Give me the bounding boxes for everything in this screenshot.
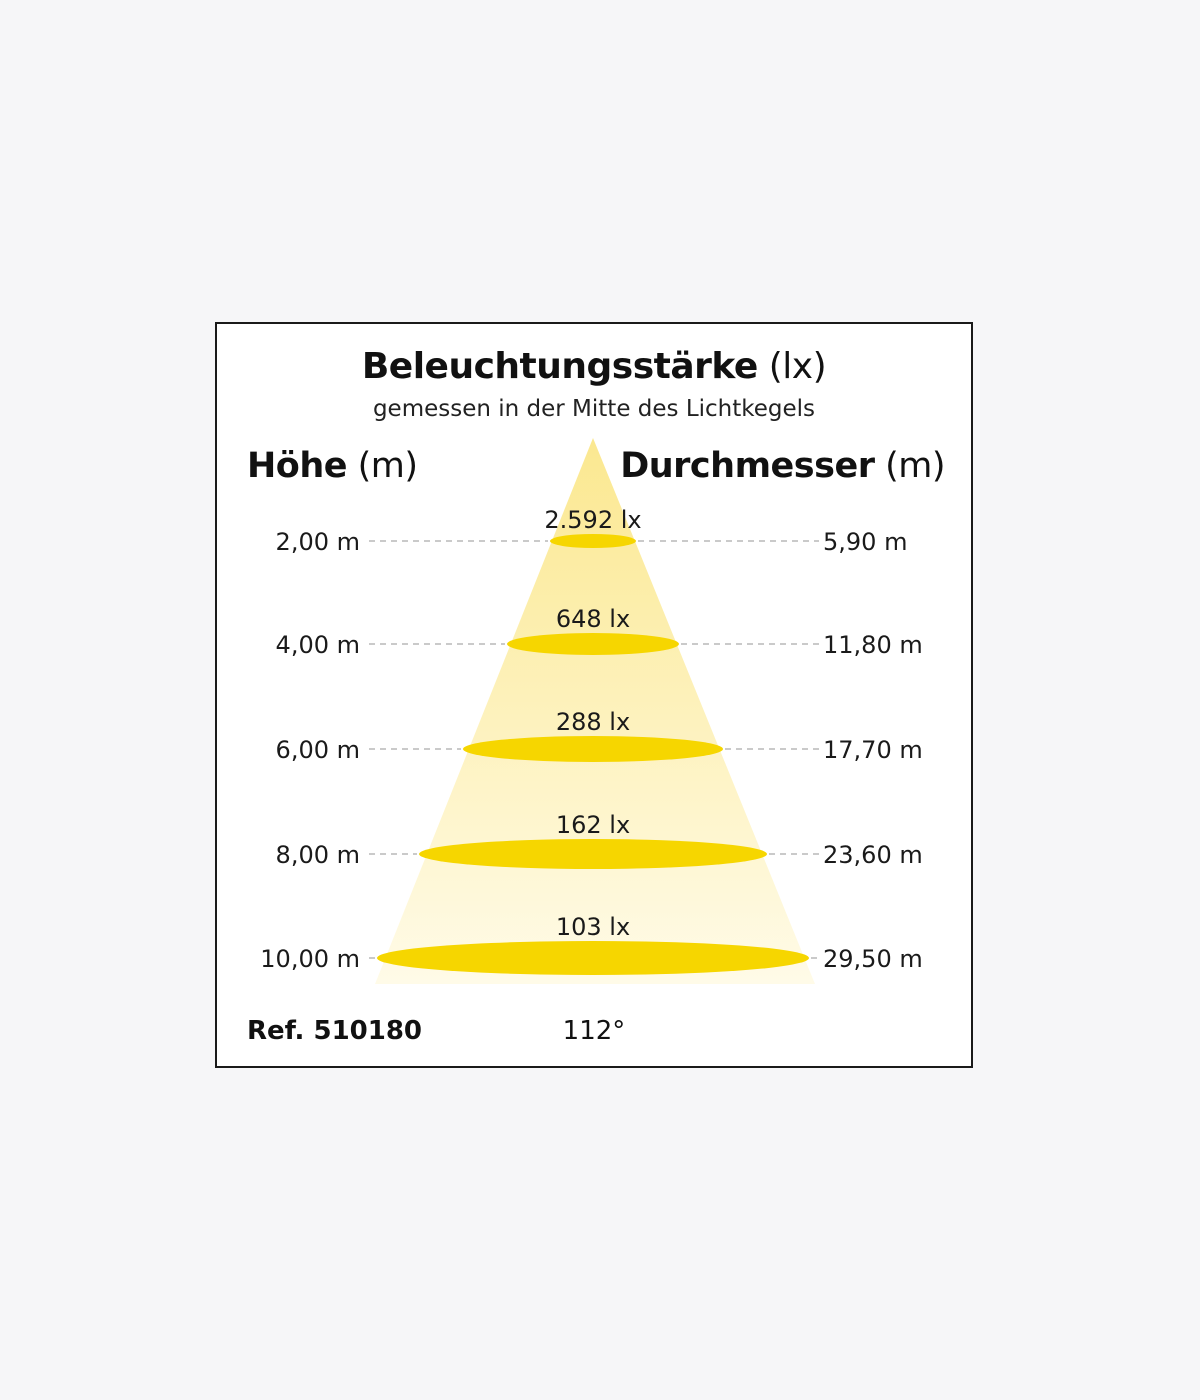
level-row: 288 lx 6,00 m 17,70 m xyxy=(276,708,923,764)
diameter-header-label: Durchmesser xyxy=(620,446,875,486)
diameter-label: 23,60 m xyxy=(823,841,923,869)
level-row: 648 lx 4,00 m 11,80 m xyxy=(276,605,923,659)
lux-label: 648 lx xyxy=(556,605,630,633)
lux-label: 288 lx xyxy=(556,708,630,736)
diameter-label: 29,50 m xyxy=(823,945,923,973)
height-label: 10,00 m xyxy=(260,945,360,973)
diameter-header-unit: (m) xyxy=(885,446,945,486)
height-header-unit: (m) xyxy=(357,446,418,486)
level-row: 103 lx 10,00 m 29,50 m xyxy=(260,913,923,975)
lux-label: 162 lx xyxy=(556,811,630,839)
chart-title: Beleuchtungsstärke (lx) xyxy=(217,346,971,387)
diameter-label: 5,90 m xyxy=(823,528,907,556)
light-ellipse xyxy=(419,839,767,869)
beam-angle: 112° xyxy=(562,1016,626,1046)
levels-group: 2.592 lx 2,00 m 5,90 m 648 lx 4,00 m 11,80 m 2… xyxy=(260,506,923,975)
lux-label: 2.592 lx xyxy=(544,506,641,534)
height-label: 2,00 m xyxy=(276,528,360,556)
cone-graphic: 2.592 lx 2,00 m 5,90 m 648 lx 4,00 m 11,80 m 2… xyxy=(260,438,923,984)
height-label: 8,00 m xyxy=(276,841,360,869)
level-row: 2.592 lx 2,00 m 5,90 m xyxy=(276,506,908,556)
title-unit: (lx) xyxy=(768,346,827,387)
diameter-label: 11,80 m xyxy=(823,631,923,659)
light-cone-diagram: 2.592 lx 2,00 m 5,90 m 648 lx 4,00 m 11,80 m 2… xyxy=(215,322,973,1068)
chart-subtitle: gemessen in der Mitte des Lichtkegels xyxy=(372,396,816,422)
height-header-label: Höhe xyxy=(247,446,348,486)
title-bold: Beleuchtungsstärke xyxy=(361,346,758,387)
light-ellipse xyxy=(507,633,679,655)
reference-number: Ref. 510180 xyxy=(247,1016,423,1046)
light-ellipse xyxy=(550,534,636,548)
diameter-column-header: Durchmesser (m) xyxy=(620,446,945,486)
light-ellipse xyxy=(377,941,809,975)
diameter-label: 17,70 m xyxy=(823,736,923,764)
level-row: 162 lx 8,00 m 23,60 m xyxy=(276,811,923,869)
height-label: 4,00 m xyxy=(276,631,360,659)
height-column-header: Höhe (m) xyxy=(247,446,418,486)
light-ellipse xyxy=(463,736,723,762)
height-label: 6,00 m xyxy=(276,736,360,764)
lux-label: 103 lx xyxy=(556,913,630,941)
